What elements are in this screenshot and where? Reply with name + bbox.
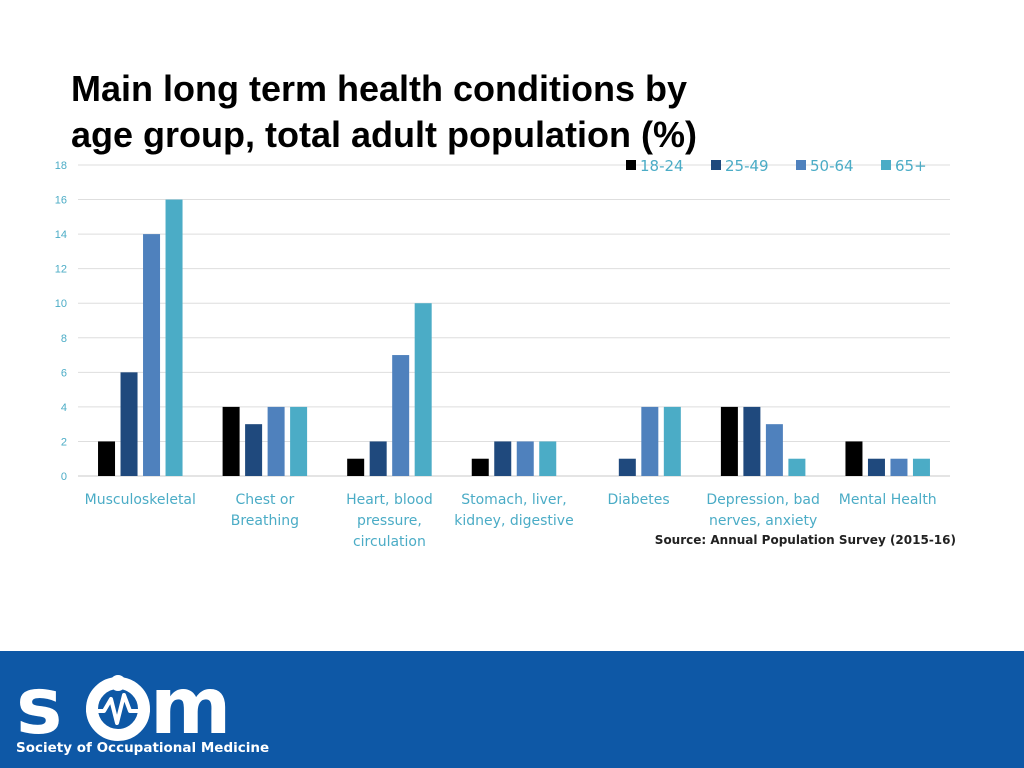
legend-label: 18-24 (640, 157, 684, 175)
bar (494, 441, 512, 476)
source-note: Source: Annual Population Survey (2015-1… (654, 533, 956, 547)
x-tick-label: pressure, (357, 513, 422, 529)
bar (222, 406, 240, 476)
org-name: Society of Occupational Medicine (16, 740, 270, 756)
bar (867, 458, 885, 476)
logo-letter-s: s (16, 665, 62, 752)
bar (641, 406, 659, 476)
bar (143, 234, 161, 476)
footer-bar: s m Society of Occupational Medicine (0, 651, 1024, 768)
x-tick-label: Musculoskeletal (85, 492, 196, 508)
x-tick-label: Mental Health (839, 492, 937, 508)
x-tick-label: Breathing (231, 513, 299, 529)
bar (98, 441, 116, 476)
bar (267, 406, 285, 476)
bar (516, 441, 534, 476)
legend-swatch (796, 160, 806, 170)
bar (720, 406, 738, 476)
legend-label: 65+ (895, 157, 927, 175)
legend-swatch (881, 160, 891, 170)
y-tick-label: 10 (55, 298, 67, 310)
bar (290, 406, 308, 476)
legend-label: 25-49 (725, 157, 769, 175)
x-tick-label: circulation (353, 534, 426, 550)
x-tick-label: Chest or (235, 492, 294, 508)
bar (663, 406, 681, 476)
bar (890, 458, 908, 476)
bar-chart: 0 2 4 6 8 10 12 14 16 18 Musculoskeletal Chest or Br… (55, 157, 950, 550)
y-tick-label: 2 (61, 436, 67, 448)
bar (165, 199, 183, 477)
y-tick-label: 8 (61, 333, 67, 345)
bar (471, 458, 489, 476)
som-logo: s m (16, 665, 231, 752)
y-tick-label: 4 (61, 402, 67, 414)
bar (743, 406, 761, 476)
chart-title-line-1: Main long term health conditions by (71, 68, 688, 109)
bar (392, 355, 410, 476)
legend-swatch (626, 160, 636, 170)
bar (765, 424, 783, 476)
bar (245, 424, 263, 476)
y-tick-label: 18 (55, 160, 67, 172)
bar (845, 441, 863, 476)
y-tick-label: 6 (61, 367, 67, 379)
x-tick-label: Stomach, liver, (461, 492, 567, 508)
y-tick-label: 12 (55, 264, 67, 276)
legend-label: 50-64 (810, 157, 854, 175)
bar (369, 441, 387, 476)
y-tick-label: 14 (55, 229, 67, 241)
y-tick-label: 16 (55, 195, 67, 207)
legend-swatch (711, 160, 721, 170)
x-tick-label: kidney, digestive (454, 513, 573, 529)
y-tick-label: 0 (61, 471, 67, 483)
bar (347, 458, 365, 476)
x-tick-label: Diabetes (607, 492, 669, 508)
heartbeat-figure-icon (86, 675, 150, 741)
chart-title-line-2: age group, total adult population (%) (71, 114, 697, 155)
x-tick-label: Depression, bad (706, 492, 820, 508)
bar (414, 303, 432, 476)
bar (120, 372, 138, 476)
x-tick-label: Heart, blood (346, 492, 433, 508)
bar (788, 458, 806, 476)
bar (618, 458, 636, 476)
logo-letter-m: m (150, 665, 231, 752)
bar (539, 441, 557, 476)
x-tick-label: nerves, anxiety (709, 513, 817, 529)
bar (912, 458, 930, 476)
chart-title: Main long term health conditions by age … (71, 66, 831, 158)
